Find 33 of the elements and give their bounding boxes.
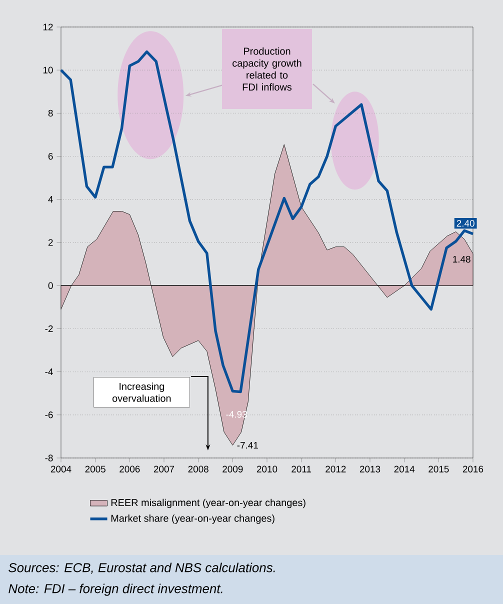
annotation: Increasing overvaluation <box>112 382 171 402</box>
data-label: 2.40 <box>456 220 474 227</box>
x-tick-label: 2011 <box>292 466 312 472</box>
source-note: Sources: ECB, Eurostat and NBS calculations. <box>8 562 275 574</box>
y-tick-label: 4 <box>48 196 53 203</box>
x-tick-label: 2012 <box>326 466 346 472</box>
x-tick-label: 2013 <box>360 466 380 472</box>
x-tick-label: 2007 <box>154 466 174 472</box>
y-tick-label: -8 <box>45 454 53 462</box>
y-tick-label: -6 <box>45 412 53 418</box>
x-tick-label: 2004 <box>50 466 72 472</box>
x-tick-label: 2005 <box>85 466 106 472</box>
data-label: 1.48 <box>453 256 470 263</box>
x-tick-label: 2009 <box>222 466 243 472</box>
y-tick-label: 10 <box>43 66 53 74</box>
legend-label: REER misalignment (year-on-year changes) <box>111 498 306 508</box>
legend-label: Market share (year-on-year changes) <box>111 514 274 524</box>
annotation: Production capacity growth related to FDI inflows <box>232 47 302 91</box>
x-tick-label: 2010 <box>256 466 278 472</box>
data-label: -7.41 <box>237 442 258 449</box>
y-tick-label: 0 <box>48 282 53 289</box>
x-tick-label: 2016 <box>462 466 484 472</box>
text: Note: FDI – foreign direct investment. <box>8 584 222 596</box>
y-tick-label: -4 <box>45 368 53 376</box>
x-tick-label: 2006 <box>120 466 140 472</box>
x-tick-label: 2014 <box>394 466 415 472</box>
y-tick-label: 6 <box>48 152 53 160</box>
x-tick-label: 2015 <box>428 466 449 472</box>
y-tick-label: 8 <box>48 110 53 117</box>
x-tick-label: 2008 <box>188 466 208 472</box>
y-tick-label: -2 <box>45 325 53 332</box>
y-tick-label: 2 <box>48 239 53 246</box>
y-tick-label: 12 <box>43 24 53 30</box>
